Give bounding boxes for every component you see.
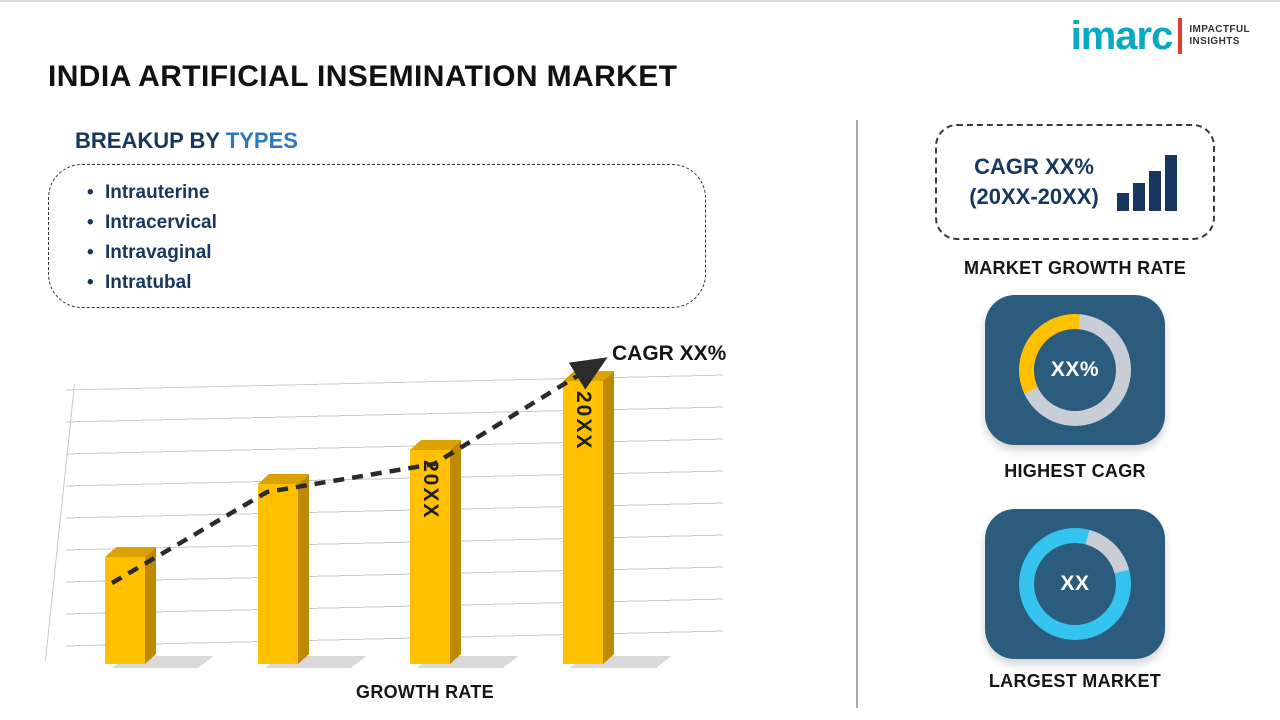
logo-tagline: IMPACTFUL INSIGHTS	[1189, 24, 1250, 48]
largest-market-value: XX	[1060, 572, 1090, 595]
donut-center: XX%	[1034, 329, 1116, 411]
chart-x-axis-label: GROWTH RATE	[356, 682, 494, 702]
market-growth-rate-label: MARKET GROWTH RATE	[963, 258, 1187, 278]
breakup-types-list: Intrauterine Intracervical Intravaginal …	[87, 178, 705, 298]
bar-chart-icon	[1116, 155, 1177, 211]
vertical-divider	[856, 120, 858, 708]
highest-cagr-label: HIGHEST CAGR	[1004, 461, 1146, 481]
bar-label: 20XX	[419, 460, 442, 520]
page-title: INDIA ARTIFICIAL INSEMINATION MARKET	[48, 60, 678, 93]
bar-year-2	[258, 484, 298, 664]
cagr-trend-arrow	[110, 357, 608, 585]
largest-market-tile: XX	[985, 509, 1165, 659]
list-item: Intrauterine	[87, 178, 705, 208]
largest-market-label: LARGEST MARKET	[988, 671, 1162, 691]
highest-cagr-donut-chart: XX%	[1019, 314, 1131, 426]
cagr-dashed-box: CAGR XX% (20XX-20XX)	[935, 124, 1215, 240]
cagr-box-line1: CAGR XX%	[974, 154, 1094, 180]
breakup-types-box: Intrauterine Intracervical Intravaginal …	[48, 164, 706, 308]
breakup-heading-highlight: TYPES	[225, 128, 298, 153]
logo-tagline-top: IMPACTFUL	[1189, 24, 1250, 35]
logo-tagline-bottom: INSIGHTS	[1189, 36, 1240, 47]
highest-cagr-value: XX%	[1050, 358, 1100, 381]
growth-rate-bar-chart: 20XX 20XX	[44, 340, 735, 672]
largest-market-donut-chart: XX	[1019, 528, 1131, 640]
bar-year-1	[105, 557, 145, 664]
logo-divider-bar	[1178, 18, 1183, 54]
list-item: Intracervical	[87, 208, 705, 238]
breakup-heading: BREAKUP BY TYPES	[75, 128, 298, 154]
cagr-box-text: CAGR XX% (20XX-20XX)	[969, 152, 1099, 211]
bar-label: 20XX	[572, 391, 595, 451]
bar-year-4: 20XX	[563, 381, 603, 664]
donut-center: XX	[1034, 543, 1116, 625]
cagr-trend-label: CAGR XX%	[612, 342, 727, 365]
logo-brand-text: imarc	[1070, 14, 1174, 58]
cagr-box-line2: (20XX-20XX)	[969, 184, 1099, 209]
bar-year-3: 20XX	[410, 450, 450, 664]
highest-cagr-tile: XX%	[985, 295, 1165, 445]
list-item: Intratubal	[87, 268, 705, 298]
imarc-logo: imarc IMPACTFUL INSIGHTS	[1071, 16, 1250, 56]
breakup-heading-prefix: BREAKUP BY	[75, 128, 226, 153]
list-item: Intravaginal	[87, 238, 705, 268]
